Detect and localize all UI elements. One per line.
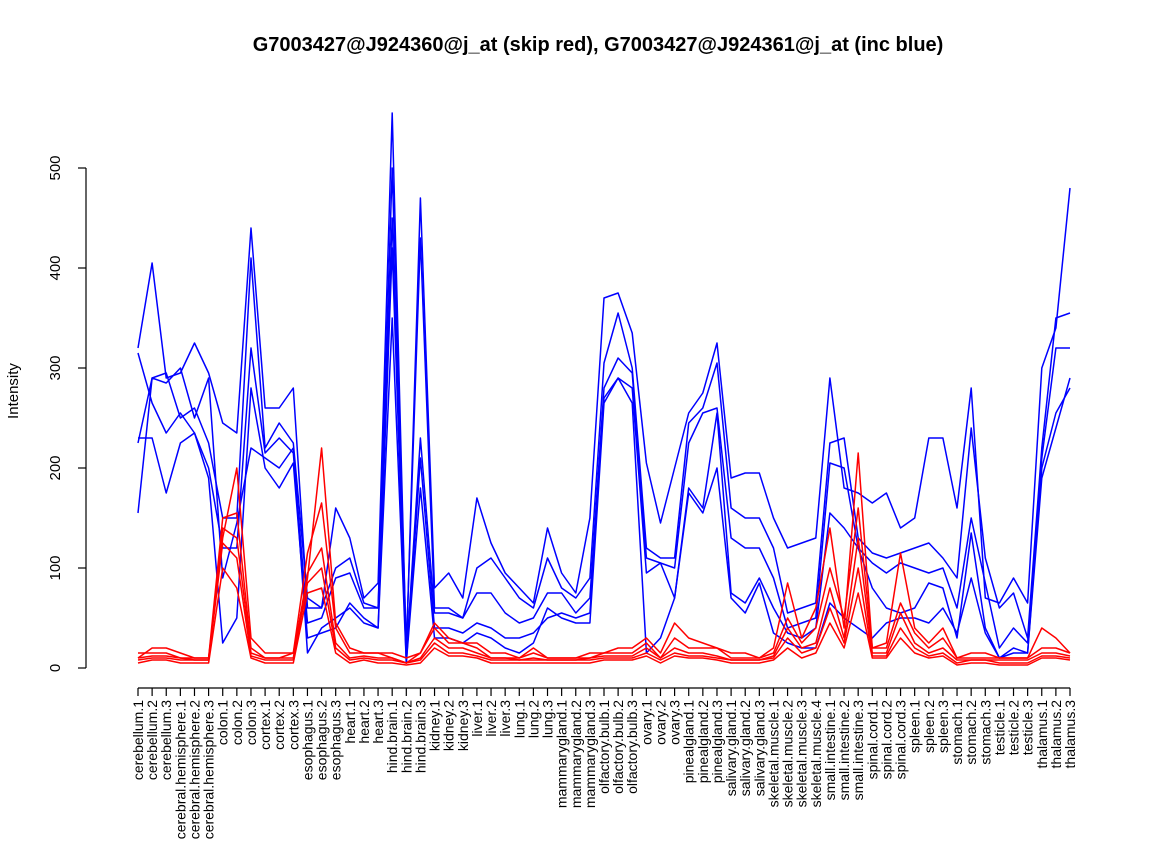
series-line-inc-2 [137, 167, 1071, 649]
x-tick-label: cerebral.hemisphere.1 [172, 700, 188, 840]
chart-title: G7003427@J924360@j_at (skip red), G70034… [253, 34, 944, 56]
x-tick-label: ovary.1 [638, 700, 654, 745]
x-tick-label: hind.brain.3 [412, 700, 428, 773]
x-tick-label: testicle.1 [991, 700, 1007, 755]
x-tick-label: lung.2 [525, 700, 541, 738]
y-tick-label: 200 [47, 455, 64, 480]
y-tick-label: 300 [47, 355, 64, 380]
x-tick-label: salivary.gland.1 [723, 700, 739, 796]
series-line-skip-6 [137, 447, 1071, 659]
x-tick-label: kidney.1 [427, 700, 443, 751]
x-tick-label: ovary.3 [667, 700, 683, 745]
x-tick-label: mammarygland.1 [554, 700, 570, 808]
x-tick-label: pinealgland.1 [681, 700, 697, 784]
x-tick-label: skeletal.muscle.3 [794, 700, 810, 808]
x-tick-label: skeletal.muscle.1 [765, 700, 781, 808]
x-tick-label: stomach.3 [977, 700, 993, 765]
x-tick-label: lung.3 [540, 700, 556, 738]
series-line-inc-1 [137, 112, 1071, 654]
series-line-skip-9 [137, 542, 1071, 664]
x-tick-label: liver.2 [483, 700, 499, 737]
series-line-skip-7 [138, 502, 1071, 664]
x-tick-label: skeletal.muscle.4 [808, 700, 824, 808]
x-tick-label: salivary.gland.2 [737, 700, 753, 796]
x-tick-label: cerebellum.3 [158, 700, 174, 780]
x-tick-label: cortex.2 [271, 700, 287, 750]
series-line-inc-4 [138, 247, 1071, 664]
x-tick-label: olfactory.bulb.1 [596, 700, 612, 794]
series-line-inc-5 [137, 317, 1071, 664]
x-tick-label: thalamus.2 [1048, 700, 1064, 769]
x-tick-label: pinealgland.3 [709, 700, 725, 784]
x-tick-label: colon.1 [215, 700, 231, 745]
x-tick-label: thalamus.1 [1034, 700, 1050, 769]
x-tick-label: lung.1 [511, 700, 527, 738]
x-tick-label: small.intestine.3 [850, 700, 866, 801]
x-tick-label: colon.3 [243, 700, 259, 745]
x-tick-label: stomach.1 [949, 700, 965, 765]
x-tick-label: spinal.cord.2 [878, 700, 894, 780]
x-tick-label: salivary.gland.3 [751, 700, 767, 796]
x-tick-label: cerebral.hemisphere.3 [201, 700, 217, 840]
y-axis-label: Intensity [5, 363, 22, 419]
x-tick-label: cortex.1 [257, 700, 273, 750]
x-tick-label: cortex.3 [285, 700, 301, 750]
x-axis: cerebellum.1cerebellum.2cerebellum.3cere… [130, 687, 1078, 840]
x-tick-label: hind.brain.1 [384, 700, 400, 773]
x-tick-label: heart.3 [370, 700, 386, 744]
x-tick-label: spleen.2 [921, 700, 937, 753]
x-tick-label: spinal.cord.1 [864, 700, 880, 780]
x-tick-label: mammarygland.2 [568, 700, 584, 808]
x-tick-label: cerebral.hemisphere.2 [186, 700, 202, 840]
x-tick-label: skeletal.muscle.2 [780, 700, 796, 808]
x-tick-label: kidney.2 [441, 700, 457, 751]
y-tick-label: 400 [47, 255, 64, 280]
x-tick-label: liver.3 [497, 700, 513, 737]
x-tick-label: stomach.2 [963, 700, 979, 765]
x-tick-label: spleen.1 [907, 700, 923, 753]
x-tick-label: thalamus.3 [1062, 700, 1078, 769]
x-tick-label: small.intestine.1 [822, 700, 838, 801]
x-tick-label: cerebellum.1 [130, 700, 146, 780]
x-tick-label: esophagus.2 [314, 700, 330, 780]
x-tick-label: testicle.3 [1020, 700, 1036, 755]
x-tick-label: pinealgland.2 [695, 700, 711, 784]
x-tick-label: mammarygland.3 [582, 700, 598, 808]
y-tick-label: 100 [47, 555, 64, 580]
series-lines [137, 112, 1071, 666]
series-line-skip-10 [137, 567, 1071, 666]
x-tick-label: olfactory.bulb.2 [610, 700, 626, 794]
y-axis: 0 100 200 300 400 500 [47, 155, 87, 672]
x-tick-label: small.intestine.2 [836, 700, 852, 801]
x-tick-label: spleen.3 [935, 700, 951, 753]
x-tick-label: liver.1 [469, 700, 485, 737]
x-tick-label: esophagus.3 [328, 700, 344, 780]
y-tick-label: 500 [47, 155, 64, 180]
x-tick-label: testicle.2 [1006, 700, 1022, 755]
x-tick-label: ovary.2 [652, 700, 668, 745]
x-tick-label: esophagus.1 [299, 700, 315, 780]
x-tick-label: olfactory.bulb.3 [624, 700, 640, 794]
x-tick-label: kidney.3 [455, 700, 471, 751]
x-tick-label: hind.brain.2 [398, 700, 414, 773]
x-tick-label: colon.2 [229, 700, 245, 745]
x-tick-label: heart.1 [342, 700, 358, 744]
x-tick-label: heart.2 [356, 700, 372, 744]
y-tick-label: 0 [47, 664, 64, 672]
x-tick-label: cerebellum.2 [144, 700, 160, 780]
series-line-skip-8 [137, 527, 1071, 664]
x-tick-label: spinal.cord.3 [893, 700, 909, 780]
